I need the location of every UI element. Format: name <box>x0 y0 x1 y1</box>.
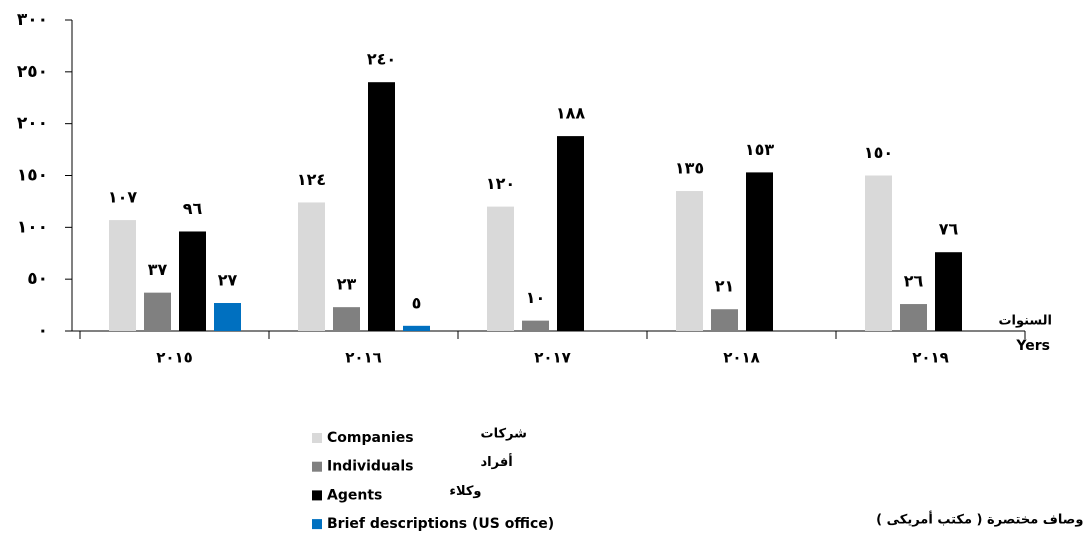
bar <box>368 82 395 331</box>
bar <box>144 292 171 331</box>
value-label: ٢٣ <box>337 275 357 294</box>
legend-label-ar: أوصاف مختصرة ( مكتب أمريكى ) <box>876 511 1083 528</box>
x-tick-label: ٢٠١٩ <box>912 349 949 367</box>
value-label: ٢٤٠ <box>367 50 396 69</box>
x-tick-label: ٢٠١٧ <box>534 349 571 367</box>
y-tick-label: ٣٠٠ <box>17 10 48 30</box>
bar <box>214 303 241 331</box>
bar <box>298 202 325 331</box>
x-axis-label-ar: السنوات <box>998 314 1052 329</box>
bar <box>333 307 360 331</box>
bar <box>865 175 892 331</box>
legend-label-ar: شركات <box>481 427 527 442</box>
value-label: ٩٦ <box>183 199 203 218</box>
bar <box>487 206 514 331</box>
legend-swatch <box>312 490 322 501</box>
y-tick-label: ٠ <box>38 321 48 341</box>
bar <box>557 136 584 331</box>
bar <box>900 304 927 331</box>
bar <box>676 191 703 331</box>
y-tick-label: ٥٠ <box>27 269 48 289</box>
legend-swatch <box>312 519 322 530</box>
value-label: ٢١ <box>715 277 735 296</box>
y-tick-label: ٢٠٠ <box>17 114 48 134</box>
y-tick-label: ٢٥٠ <box>17 62 48 82</box>
legend-label: Individuals <box>327 459 414 475</box>
value-label: ٧٦ <box>939 220 959 239</box>
legend-label-ar: وكلاء <box>449 484 481 499</box>
value-label: ١٢٠ <box>486 174 515 193</box>
x-tick-label: ٢٠١٨ <box>723 349 760 367</box>
value-label: ١٢٤ <box>297 170 326 189</box>
legend-label: Agents <box>327 487 382 503</box>
bar <box>711 309 738 331</box>
legend-label: Brief descriptions (US office) <box>327 516 554 532</box>
value-label: ١٠٧ <box>108 188 138 207</box>
bar <box>746 172 773 331</box>
x-tick-label: ٢٠١٦ <box>345 349 382 367</box>
value-label: ٥ <box>412 293 422 312</box>
value-label: ٣٧ <box>148 260 168 279</box>
y-tick-label: ١٠٠ <box>17 217 48 237</box>
legend-label-ar: أفراد <box>481 453 513 470</box>
bar <box>522 320 549 331</box>
legend-swatch <box>312 461 322 472</box>
value-label: ١٥٠ <box>864 143 893 162</box>
bar <box>179 231 206 331</box>
legend-label: Companies <box>327 430 414 446</box>
x-axis-label: Yers <box>1015 338 1050 354</box>
value-label: ٢٧ <box>218 271 238 290</box>
legend-swatch <box>312 433 322 443</box>
value-label: ١٥٣ <box>745 140 775 159</box>
bar <box>403 325 430 331</box>
value-label: ١٣٥ <box>675 159 704 178</box>
value-label: ١٠ <box>526 288 546 307</box>
x-tick-label: ٢٠١٥ <box>156 349 193 367</box>
y-tick-label: ١٥٠ <box>17 166 48 186</box>
value-label: ٢٦ <box>904 272 924 291</box>
value-label: ١٨٨ <box>556 104 586 123</box>
bar <box>109 220 136 331</box>
bar <box>935 252 962 331</box>
